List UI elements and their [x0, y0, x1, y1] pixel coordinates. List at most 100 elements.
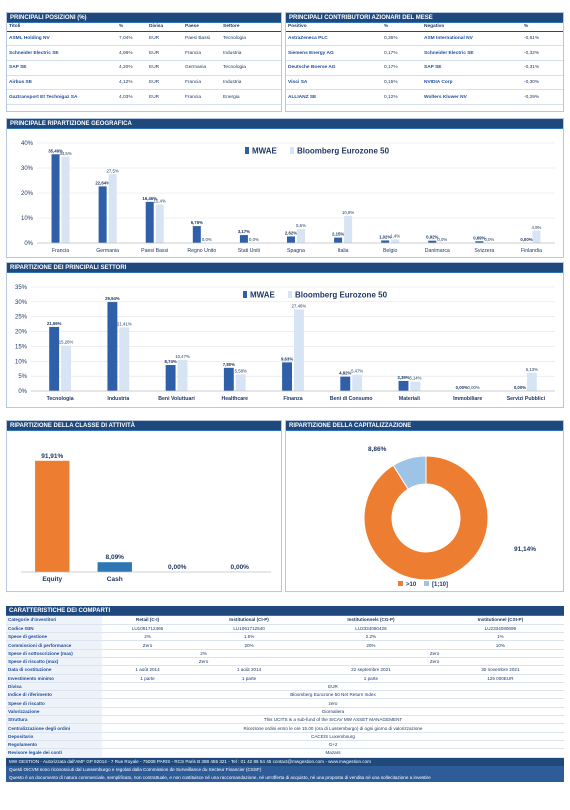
x-tick-label: Francia: [52, 248, 69, 254]
footer-line-3: Questo è un documento di natura commerci…: [6, 773, 564, 782]
data-label: 34,5%: [59, 151, 71, 156]
legend-swatch-bench: [288, 291, 292, 298]
table-row: Centralizzazione degli ordini Ricezione o…: [6, 723, 564, 733]
col-header: %: [117, 23, 147, 32]
table-row: Valorizzazione Giornaliera: [6, 707, 564, 717]
bar-bench: [532, 230, 541, 243]
position-country: Germania: [183, 60, 221, 76]
bar-mwae: [51, 154, 60, 243]
bar-bench: [119, 327, 130, 391]
row-label: Revisore legale dei conti: [6, 748, 102, 758]
positive-name: ALLIANZ SE: [286, 89, 382, 105]
position-country: Francia: [183, 89, 221, 105]
data-label: 7,80%: [223, 362, 235, 367]
data-label: 5,47%: [351, 369, 363, 374]
table-row: Struttura This UCITS is a sub-fund of the…: [6, 715, 564, 725]
row-label: Spese di riscatto: [6, 698, 102, 708]
data-label: 6,13%: [526, 367, 538, 372]
negative-name: NVIDIA Corp: [422, 75, 522, 91]
mgmt-value: 2%: [102, 632, 194, 642]
data-label: 5,6%: [296, 223, 306, 228]
data-label: 8,09%: [106, 554, 125, 561]
position-weight: 4,12%: [117, 75, 147, 91]
position-country: Francia: [183, 75, 221, 91]
date-value: 1 août 2014: [102, 665, 194, 675]
data-label: 22,64%: [95, 180, 110, 185]
table-row: Depositario CACEIS Luxembourg: [6, 732, 564, 741]
geo-chart: 0% 10% 20% 30% 40% 35,49%34,5% Francia 22,64% 27…: [21, 141, 555, 254]
positions-title: PRINCIPALI POSIZIONI (%): [7, 13, 281, 23]
x-tick-label: Belgio: [383, 248, 398, 254]
x-tick-label: Finlandia: [521, 248, 542, 254]
isin-value: LU2334080699: [436, 624, 564, 634]
position-weight: 4,96%: [117, 45, 147, 61]
positive-value: 0,36%: [382, 31, 422, 47]
x-tick-label: Stati Uniti: [238, 248, 260, 254]
data-label: 15,4%: [154, 199, 166, 204]
position-currency: EUR: [147, 89, 183, 105]
data-label: 10,47%: [175, 354, 190, 359]
contributors-panel: PRINCIPALI CONTRIBUTORI AZIONARI DEL MES…: [285, 12, 564, 112]
y-tick-label: 40%: [21, 141, 34, 147]
y-tick-label: 5%: [18, 374, 27, 380]
bar-bench: [391, 239, 400, 243]
x-tick-label: Equity: [42, 576, 62, 583]
class-name: Retail (C-I): [102, 616, 194, 625]
sector-title: RIPARTIZIONE DEI PRINCIPALI SETTORI: [7, 263, 563, 273]
table-row: Spese di riscatto (max) Zero Zero: [6, 657, 564, 667]
x-tick-label: Healthcare: [222, 396, 249, 402]
data-label: 29,94%: [105, 296, 120, 301]
bar-bench: [410, 381, 421, 391]
bar-mwae: [165, 365, 176, 391]
negative-name: Wolters Kluwer NV: [422, 89, 522, 105]
x-tick-label: Finanza: [283, 396, 302, 402]
bar-bench: [108, 174, 117, 243]
col-header: Paese: [183, 23, 221, 32]
data-label: 2,15%: [332, 232, 344, 237]
cap-chart: 8,86% 91,14% >10 [1;10]: [363, 446, 536, 588]
position-name: Schneider Electric SE: [7, 45, 117, 61]
data-label: 3,17%: [238, 229, 250, 234]
data-label: 4,9%: [532, 225, 542, 230]
table-row: Schneider Electric SE 4,96% EUR Francia Indu…: [7, 45, 281, 61]
row-label: Spese di riscatto (max): [6, 657, 102, 667]
x-tick-label: Spagna: [287, 248, 305, 254]
data-label: 8,86%: [368, 446, 387, 453]
legend-swatch-bench: [290, 147, 294, 154]
common-value: Giornaliera: [102, 707, 564, 717]
data-label: 27,46%: [292, 303, 307, 308]
table-row: Spese di gestione 2% 1.5% 2.2% 1%: [6, 632, 564, 642]
bar-mwae: [398, 380, 409, 391]
data-label: 0,69%: [473, 235, 485, 240]
bar-mwae: [428, 240, 437, 243]
table-row: Spese di riscatto zero: [6, 698, 564, 708]
common-value: EUR: [102, 682, 564, 692]
contributors-header-row: Positivo % Negativo %: [286, 23, 563, 32]
data-label: 6,76%: [191, 220, 203, 225]
negative-value: -0,29%: [522, 89, 563, 105]
table-row: AstraZeneca PLC 0,36% ASM International NV…: [286, 31, 563, 47]
legend-label: Bloomberg Eurozone 50: [295, 291, 388, 300]
row-label: Commissioni di performance: [6, 640, 102, 650]
position-sector: Tecnologia: [221, 60, 281, 76]
data-label: 0,92%: [426, 235, 438, 240]
bar-mwae: [107, 302, 118, 391]
negative-value: -0,31%: [522, 60, 563, 76]
position-name: SAP SE: [7, 60, 117, 76]
data-label: 0,0%: [437, 237, 447, 242]
y-tick-label: 15%: [15, 344, 28, 350]
data-label: 3,39%: [397, 375, 409, 380]
bar-bench: [177, 359, 188, 391]
data-label: 0,0%: [249, 237, 259, 242]
geo-title: PRINCIPALE RIPARTIZIONE GEOGRAFICA: [7, 119, 563, 129]
table-row: SAP SE 4,20% EUR Germania Tecnologia: [7, 60, 281, 76]
positions-panel: PRINCIPALI POSIZIONI (%) Titoli % Divisa…: [6, 12, 282, 112]
table-row: Data di costituzione 1 août 2014 1 août 20…: [6, 665, 564, 675]
bar-mwae: [334, 237, 343, 243]
position-currency: EUR: [147, 60, 183, 76]
data-label: 21,41%: [117, 321, 132, 326]
table-row: Indice di riferimento Bloomberg Eurozone …: [6, 690, 564, 700]
bar-bench: [61, 345, 72, 391]
bar-bench: [344, 216, 353, 243]
positive-value: 0,17%: [382, 60, 422, 76]
